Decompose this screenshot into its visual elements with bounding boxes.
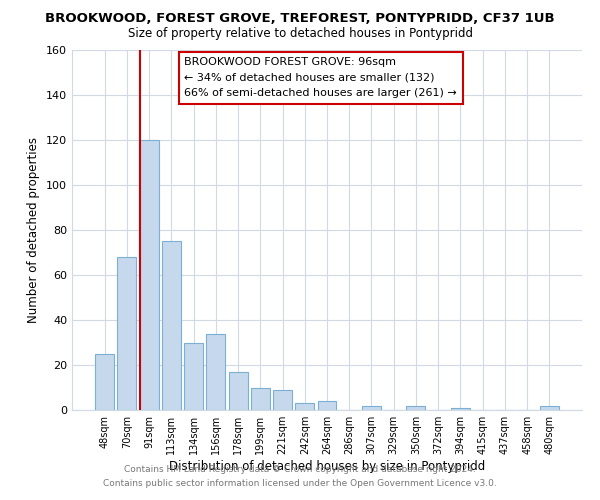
Bar <box>229 372 248 410</box>
X-axis label: Distribution of detached houses by size in Pontypridd: Distribution of detached houses by size … <box>169 460 485 473</box>
Bar <box>184 342 203 410</box>
Bar <box>540 406 559 410</box>
Bar <box>273 390 292 410</box>
Text: Contains HM Land Registry data © Crown copyright and database right 2024.: Contains HM Land Registry data © Crown c… <box>124 465 476 474</box>
Bar <box>95 354 114 410</box>
Y-axis label: Number of detached properties: Number of detached properties <box>28 137 40 323</box>
Bar <box>406 406 425 410</box>
Text: Contains public sector information licensed under the Open Government Licence v3: Contains public sector information licen… <box>103 478 497 488</box>
Text: BROOKWOOD, FOREST GROVE, TREFOREST, PONTYPRIDD, CF37 1UB: BROOKWOOD, FOREST GROVE, TREFOREST, PONT… <box>45 12 555 26</box>
Bar <box>206 334 225 410</box>
Bar <box>162 242 181 410</box>
Bar <box>317 401 337 410</box>
Bar <box>362 406 381 410</box>
Bar <box>251 388 270 410</box>
Bar <box>295 403 314 410</box>
Text: BROOKWOOD FOREST GROVE: 96sqm
← 34% of detached houses are smaller (132)
66% of : BROOKWOOD FOREST GROVE: 96sqm ← 34% of d… <box>184 57 457 98</box>
Bar <box>451 408 470 410</box>
Bar <box>118 257 136 410</box>
Bar <box>140 140 158 410</box>
Text: Size of property relative to detached houses in Pontypridd: Size of property relative to detached ho… <box>128 28 473 40</box>
